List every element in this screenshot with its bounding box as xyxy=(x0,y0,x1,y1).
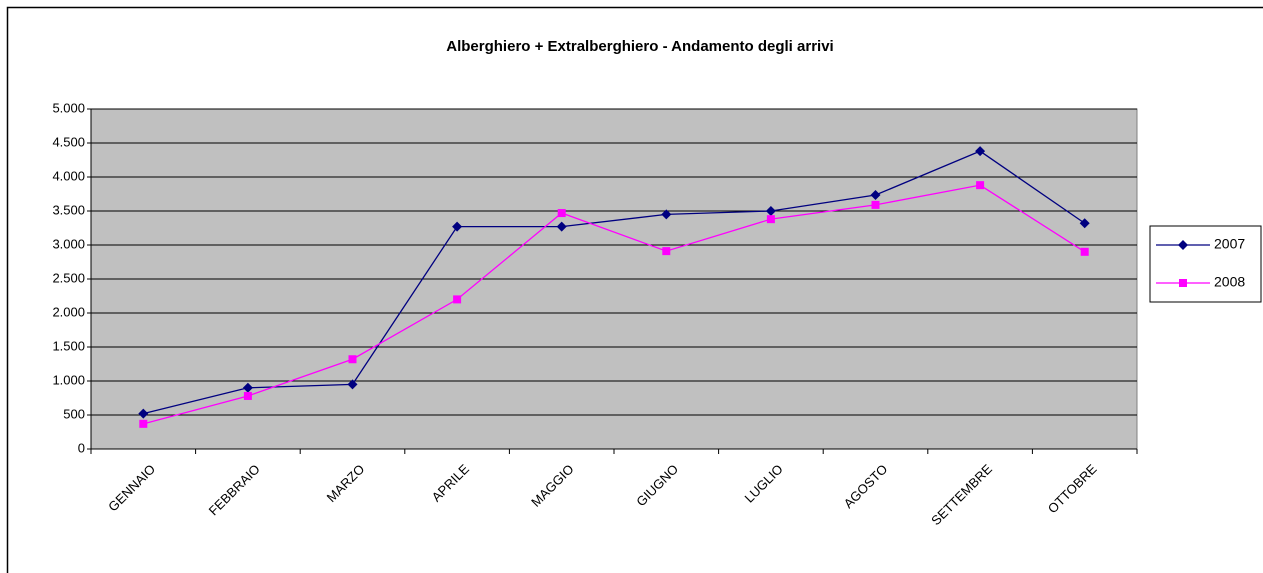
chart-title: Alberghiero + Extralberghiero - Andament… xyxy=(446,38,833,55)
data-point xyxy=(766,215,775,224)
data-point xyxy=(975,146,986,157)
legend-marker xyxy=(1178,240,1188,250)
y-tick-label: 2.500 xyxy=(52,270,85,285)
y-tick-label: 3.000 xyxy=(52,236,85,251)
data-point xyxy=(347,379,358,390)
y-tick-label: 5.000 xyxy=(52,100,85,115)
data-point xyxy=(1080,247,1089,256)
data-point xyxy=(662,247,671,256)
series-line xyxy=(143,184,1086,425)
data-point xyxy=(661,209,672,220)
y-tick-label: 500 xyxy=(63,406,85,421)
data-point xyxy=(870,190,881,201)
legend-marker xyxy=(1179,279,1187,287)
y-tick-label: 0 xyxy=(78,440,85,455)
data-point xyxy=(348,355,357,364)
data-point xyxy=(976,181,985,190)
data-point xyxy=(453,295,462,304)
data-point xyxy=(139,419,148,428)
data-point xyxy=(242,382,253,393)
data-point xyxy=(243,391,252,400)
data-point xyxy=(1079,218,1090,229)
data-point xyxy=(138,408,149,419)
y-tick-label: 4.500 xyxy=(52,134,85,149)
data-point xyxy=(871,200,880,209)
data-point xyxy=(557,209,566,218)
series-line xyxy=(143,150,1086,415)
y-tick-label: 1.500 xyxy=(52,338,85,353)
y-tick-label: 1.000 xyxy=(52,372,85,387)
legend-label: 2008 xyxy=(1214,274,1245,290)
y-tick-label: 3.500 xyxy=(52,202,85,217)
y-tick-label: 4.000 xyxy=(52,168,85,183)
data-point xyxy=(452,221,463,232)
data-point xyxy=(556,221,567,232)
data-point xyxy=(765,206,776,216)
legend-label: 2007 xyxy=(1214,236,1245,252)
y-tick-label: 2.000 xyxy=(52,304,85,319)
legend-box xyxy=(1149,225,1262,303)
